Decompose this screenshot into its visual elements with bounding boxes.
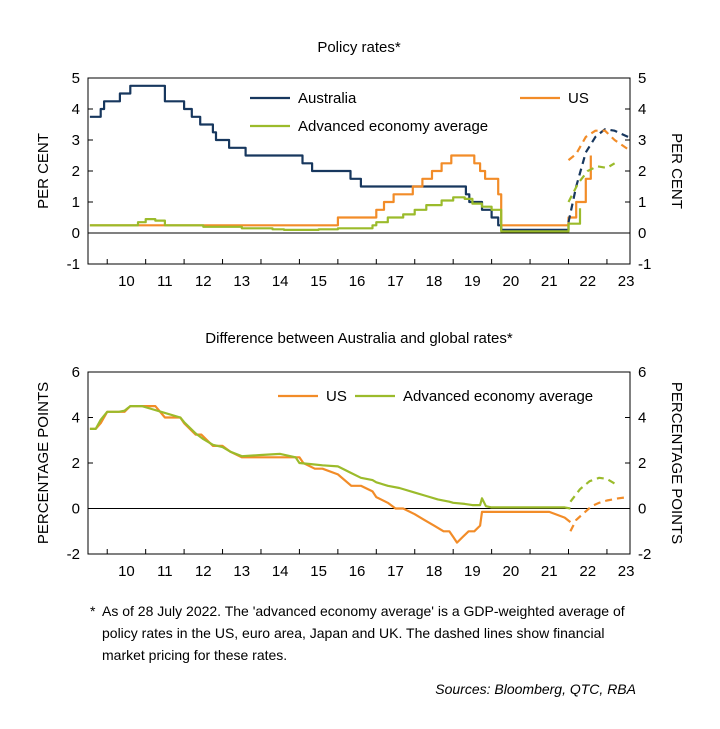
chart-2-ytick-label-right: 0	[638, 501, 646, 518]
chart-2-ylabel-left: PERCENTAGE POINTS	[35, 382, 52, 544]
footnote-text: As of 28 July 2022. The 'advanced econom…	[102, 603, 625, 663]
chart-1-ytick-label-left: 1	[72, 194, 80, 211]
chart-2-series-advanced-economy-average-market-pricing	[569, 476, 616, 503]
chart-2-ytick-label-right: -2	[638, 546, 651, 563]
chart-2-xtick-label: 14	[272, 563, 289, 580]
chart-1-xtick-label: 20	[502, 273, 519, 290]
chart-1-xtick-label: 14	[272, 273, 289, 290]
chart-2-ylabel-right: PERCENTAGE POINTS	[668, 382, 685, 544]
chart-2-ytick-label-right: 4	[638, 410, 646, 427]
chart-2-xtick-label: 21	[541, 563, 558, 580]
chart-2-ytick-label-left: 0	[72, 501, 80, 518]
chart-1-xtick-label: 12	[195, 273, 212, 290]
chart-1-series-australia	[89, 84, 570, 231]
chart-1-series-us	[89, 154, 592, 227]
chart-2-xtick-label: 18	[426, 563, 443, 580]
chart-2-xtick-label: 15	[310, 563, 327, 580]
chart-1-xtick-label: 18	[426, 273, 443, 290]
chart-1-ytick-label-right: 0	[638, 225, 646, 242]
chart-2-xtick-label: 22	[579, 563, 596, 580]
chart-1-series-australia-market-pricing	[567, 128, 629, 223]
chart-1-ytick-label-right: 5	[638, 70, 646, 87]
chart-2-ytick-label-left: 6	[72, 364, 80, 381]
chart-1-title: Policy rates*	[317, 39, 401, 56]
chart-2-series-us-market-pricing	[569, 496, 629, 532]
chart-1-legend-label: Advanced economy average	[298, 118, 488, 135]
chart-1-series-us-market-pricing	[567, 129, 629, 161]
chart-1-xtick-label: 23	[618, 273, 635, 290]
chart-2-legend-label: Advanced economy average	[403, 388, 593, 405]
chart-2-xtick-label: 11	[157, 563, 173, 580]
chart-1-xtick-label: 11	[157, 273, 173, 290]
chart-2-ytick-label-right: 2	[638, 455, 646, 472]
chart-2-xtick-label: 13	[233, 563, 250, 580]
chart-1-ytick-label-right: 3	[638, 132, 646, 149]
chart-2-title: Difference between Australia and global …	[205, 330, 513, 347]
chart-2-ytick-label-left: -2	[67, 546, 80, 563]
chart-2-xtick-label: 19	[464, 563, 481, 580]
chart-1-xtick-label: 17	[387, 273, 404, 290]
chart-1-xtick-label: 10	[118, 273, 135, 290]
sources-note: Sources: Bloomberg, QTC, RBA	[435, 681, 636, 697]
chart-1-ylabel-right: PER CENT	[668, 133, 685, 209]
chart-1-legend-label: Australia	[298, 90, 357, 107]
chart-1-ylabel-left: PER CENT	[35, 133, 52, 209]
chart-1-xtick-label: 15	[310, 273, 327, 290]
chart-2-ytick-label-right: 6	[638, 364, 646, 381]
chart-1-ytick-label-left: 3	[72, 132, 80, 149]
chart-1-legend-label: US	[568, 90, 589, 107]
chart-1-series-advanced-economy-average-market-pricing	[567, 162, 616, 203]
chart-1-ytick-label-left: 5	[72, 70, 80, 87]
chart-1-xtick-label: 13	[233, 273, 250, 290]
chart-1-xtick-label: 21	[541, 273, 558, 290]
chart-1-frame	[87, 77, 631, 265]
chart-1-ytick-label-right: 4	[638, 101, 646, 118]
chart-2-legend-label: US	[326, 388, 347, 405]
chart-2-series-advanced-economy-average	[89, 405, 571, 510]
chart-2-xtick-label: 16	[349, 563, 366, 580]
footnote: * As of 28 July 2022. The 'advanced econ…	[90, 600, 650, 666]
chart-2-series-us	[89, 405, 572, 544]
chart-1-xtick-label: 16	[349, 273, 366, 290]
chart-2-ytick-label-left: 2	[72, 455, 80, 472]
chart-2-xtick-label: 23	[618, 563, 635, 580]
chart-1-ytick-label-left: 2	[72, 163, 80, 180]
chart-1-ytick-label-left: -1	[67, 256, 80, 273]
chart-1-ytick-label-right: -1	[638, 256, 651, 273]
footnote-marker: *	[90, 603, 96, 619]
chart-1-xtick-label: 22	[579, 273, 596, 290]
chart-1-xtick-label: 19	[464, 273, 481, 290]
chart-1-series-advanced-economy-average	[89, 196, 582, 233]
chart-1-ytick-label-left: 4	[72, 101, 80, 118]
chart-1-ytick-label-right: 1	[638, 194, 646, 211]
chart-2-ytick-label-left: 4	[72, 410, 80, 427]
chart-1-ytick-label-left: 0	[72, 225, 80, 242]
chart-2-xtick-label: 10	[118, 563, 135, 580]
chart-2-xtick-label: 17	[387, 563, 404, 580]
chart-1-ytick-label-right: 2	[638, 163, 646, 180]
chart-2-xtick-label: 20	[502, 563, 519, 580]
chart-2-xtick-label: 12	[195, 563, 212, 580]
